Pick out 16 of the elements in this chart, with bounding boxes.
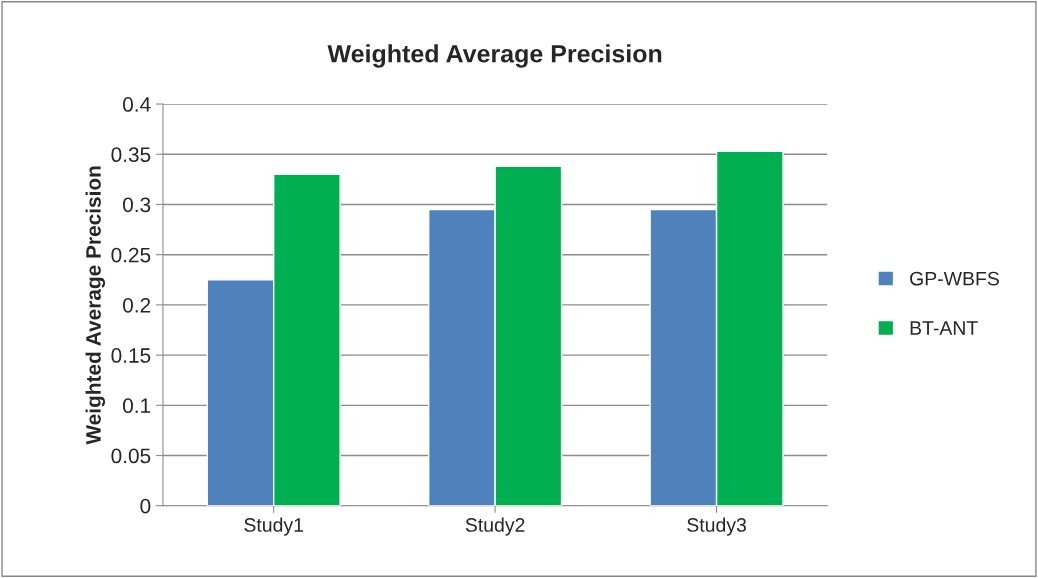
y-tick-label: 0.15 — [111, 348, 151, 363]
chart-title: Weighted Average Precision — [327, 44, 662, 68]
legend-label: BT-ANT — [910, 321, 978, 335]
x-tick-label: Study1 — [244, 517, 304, 536]
x-tick-label: Study3 — [687, 517, 746, 536]
y-tick-label: 0.35 — [111, 147, 151, 163]
y-tick-label: 0.2 — [123, 297, 151, 313]
x-tick-label: Study2 — [465, 517, 525, 536]
y-tick-label: 0.3 — [123, 197, 151, 213]
legend-label: GP-WBFS — [910, 271, 999, 286]
y-tick-label: 0.4 — [123, 97, 151, 112]
y-tick-label: 0.25 — [111, 247, 151, 263]
y-tick-label: 0.05 — [111, 448, 151, 464]
y-tick-label: 0.1 — [123, 398, 151, 414]
y-tick-label: 0 — [140, 498, 151, 514]
y-axis-title: Weighted Average Precision — [85, 166, 106, 445]
